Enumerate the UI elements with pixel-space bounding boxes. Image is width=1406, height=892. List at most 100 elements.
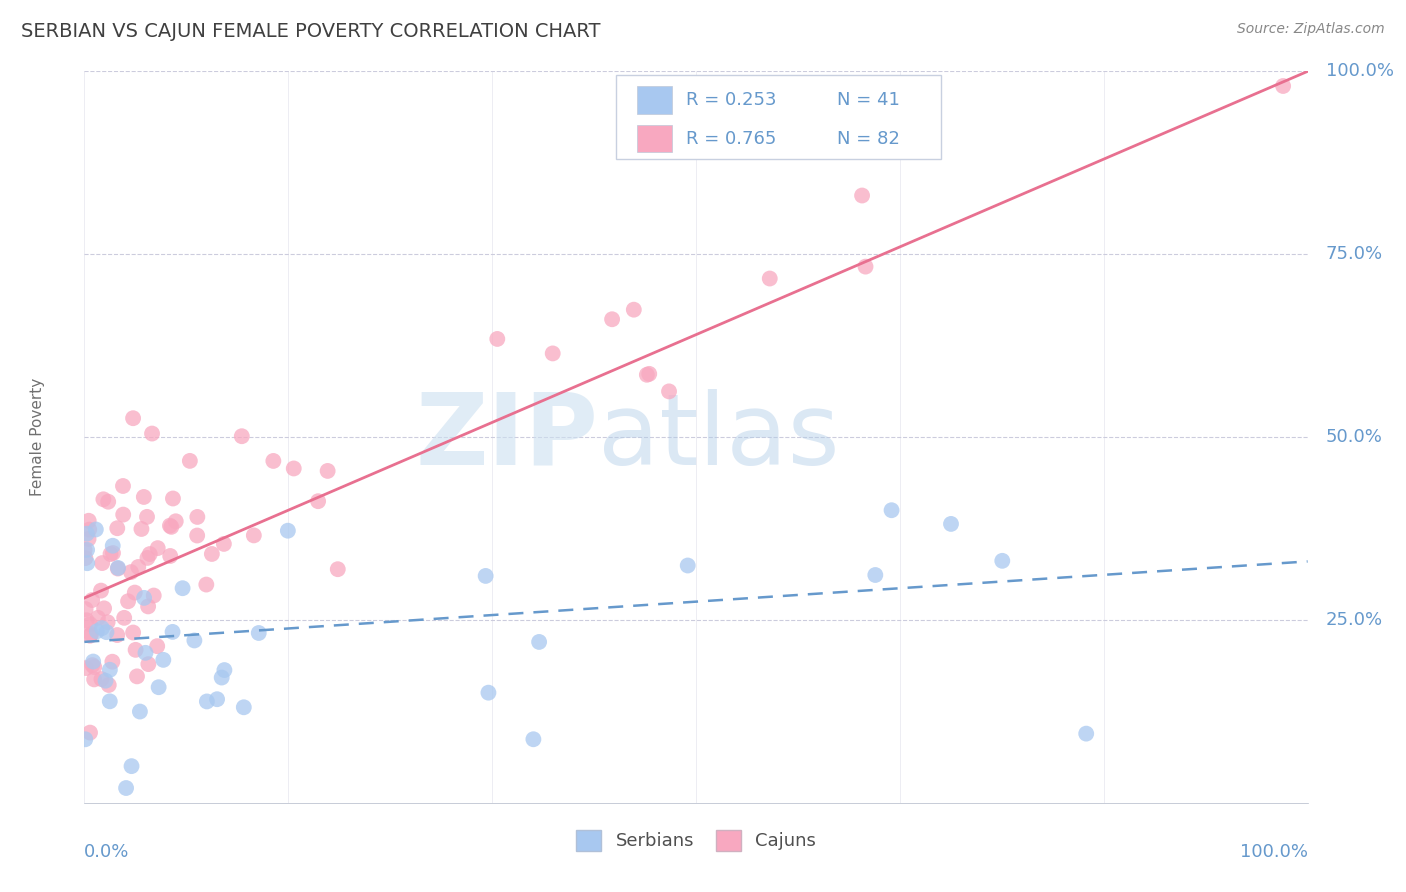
- Point: [186, 510, 208, 524]
- Point: [477, 686, 499, 700]
- Point: [243, 528, 266, 542]
- Point: [138, 657, 160, 672]
- Point: [131, 522, 153, 536]
- Text: N = 41: N = 41: [837, 91, 900, 109]
- Point: [231, 429, 253, 443]
- Point: [195, 577, 218, 591]
- Point: [87, 611, 110, 625]
- Point: [179, 454, 201, 468]
- Point: [76, 542, 98, 557]
- Point: [75, 602, 97, 616]
- Point: [152, 653, 174, 667]
- Point: [97, 615, 120, 630]
- Point: [600, 312, 623, 326]
- Point: [76, 526, 98, 541]
- Text: Source: ZipAtlas.com: Source: ZipAtlas.com: [1237, 22, 1385, 37]
- Point: [83, 660, 105, 674]
- Point: [991, 554, 1014, 568]
- Text: Female Poverty: Female Poverty: [31, 378, 45, 496]
- Point: [148, 680, 170, 694]
- Point: [855, 260, 877, 274]
- Point: [142, 589, 165, 603]
- Point: [159, 549, 181, 563]
- Point: [122, 625, 145, 640]
- Point: [73, 542, 96, 557]
- Point: [307, 494, 329, 508]
- Point: [76, 556, 98, 570]
- Point: [94, 673, 117, 688]
- Point: [101, 539, 124, 553]
- Text: R = 0.765: R = 0.765: [686, 129, 776, 147]
- Point: [214, 663, 236, 677]
- Point: [82, 658, 104, 673]
- Point: [80, 627, 103, 641]
- Point: [122, 411, 145, 425]
- Point: [75, 732, 97, 747]
- Point: [1076, 726, 1098, 740]
- Point: [522, 732, 544, 747]
- Point: [162, 624, 184, 639]
- Point: [98, 694, 121, 708]
- Point: [112, 611, 135, 625]
- Point: [117, 594, 139, 608]
- Point: [136, 599, 159, 614]
- Point: [212, 537, 235, 551]
- Legend: Serbians, Cajuns: Serbians, Cajuns: [567, 821, 825, 860]
- Point: [1272, 78, 1295, 93]
- Point: [316, 464, 339, 478]
- Point: [183, 633, 205, 648]
- Point: [232, 700, 254, 714]
- Point: [91, 621, 114, 635]
- Point: [100, 547, 122, 561]
- Point: [82, 593, 104, 607]
- Point: [121, 759, 143, 773]
- Point: [636, 368, 658, 382]
- Point: [93, 492, 115, 507]
- Point: [160, 520, 183, 534]
- Point: [658, 384, 681, 399]
- Point: [247, 626, 270, 640]
- Point: [124, 585, 146, 599]
- Text: 50.0%: 50.0%: [1326, 428, 1384, 446]
- Point: [75, 661, 97, 675]
- Point: [79, 629, 101, 643]
- Point: [107, 561, 129, 575]
- Point: [125, 669, 148, 683]
- Point: [139, 547, 162, 561]
- Point: [83, 673, 105, 687]
- Point: [79, 725, 101, 739]
- Point: [127, 560, 149, 574]
- Point: [172, 581, 194, 595]
- Point: [97, 494, 120, 508]
- Text: R = 0.253: R = 0.253: [686, 91, 776, 109]
- Point: [96, 625, 118, 640]
- Point: [79, 617, 101, 632]
- Point: [195, 694, 218, 708]
- Point: [77, 514, 100, 528]
- Point: [146, 541, 169, 555]
- Point: [880, 503, 903, 517]
- Point: [134, 646, 156, 660]
- Point: [132, 490, 155, 504]
- Text: atlas: atlas: [598, 389, 839, 485]
- Text: 0.0%: 0.0%: [84, 843, 129, 861]
- Point: [124, 643, 146, 657]
- Point: [277, 524, 299, 538]
- Text: 25.0%: 25.0%: [1326, 611, 1384, 629]
- Text: 100.0%: 100.0%: [1326, 62, 1393, 80]
- Point: [162, 491, 184, 506]
- Point: [132, 591, 155, 605]
- Point: [205, 692, 228, 706]
- Point: [91, 556, 114, 570]
- Point: [101, 546, 124, 560]
- Point: [201, 547, 224, 561]
- Point: [112, 508, 135, 522]
- Text: N = 82: N = 82: [837, 129, 900, 147]
- Point: [865, 568, 887, 582]
- Point: [676, 558, 699, 573]
- Text: 75.0%: 75.0%: [1326, 245, 1384, 263]
- Point: [758, 271, 780, 285]
- Point: [82, 655, 104, 669]
- Point: [486, 332, 509, 346]
- Text: 100.0%: 100.0%: [1240, 843, 1308, 861]
